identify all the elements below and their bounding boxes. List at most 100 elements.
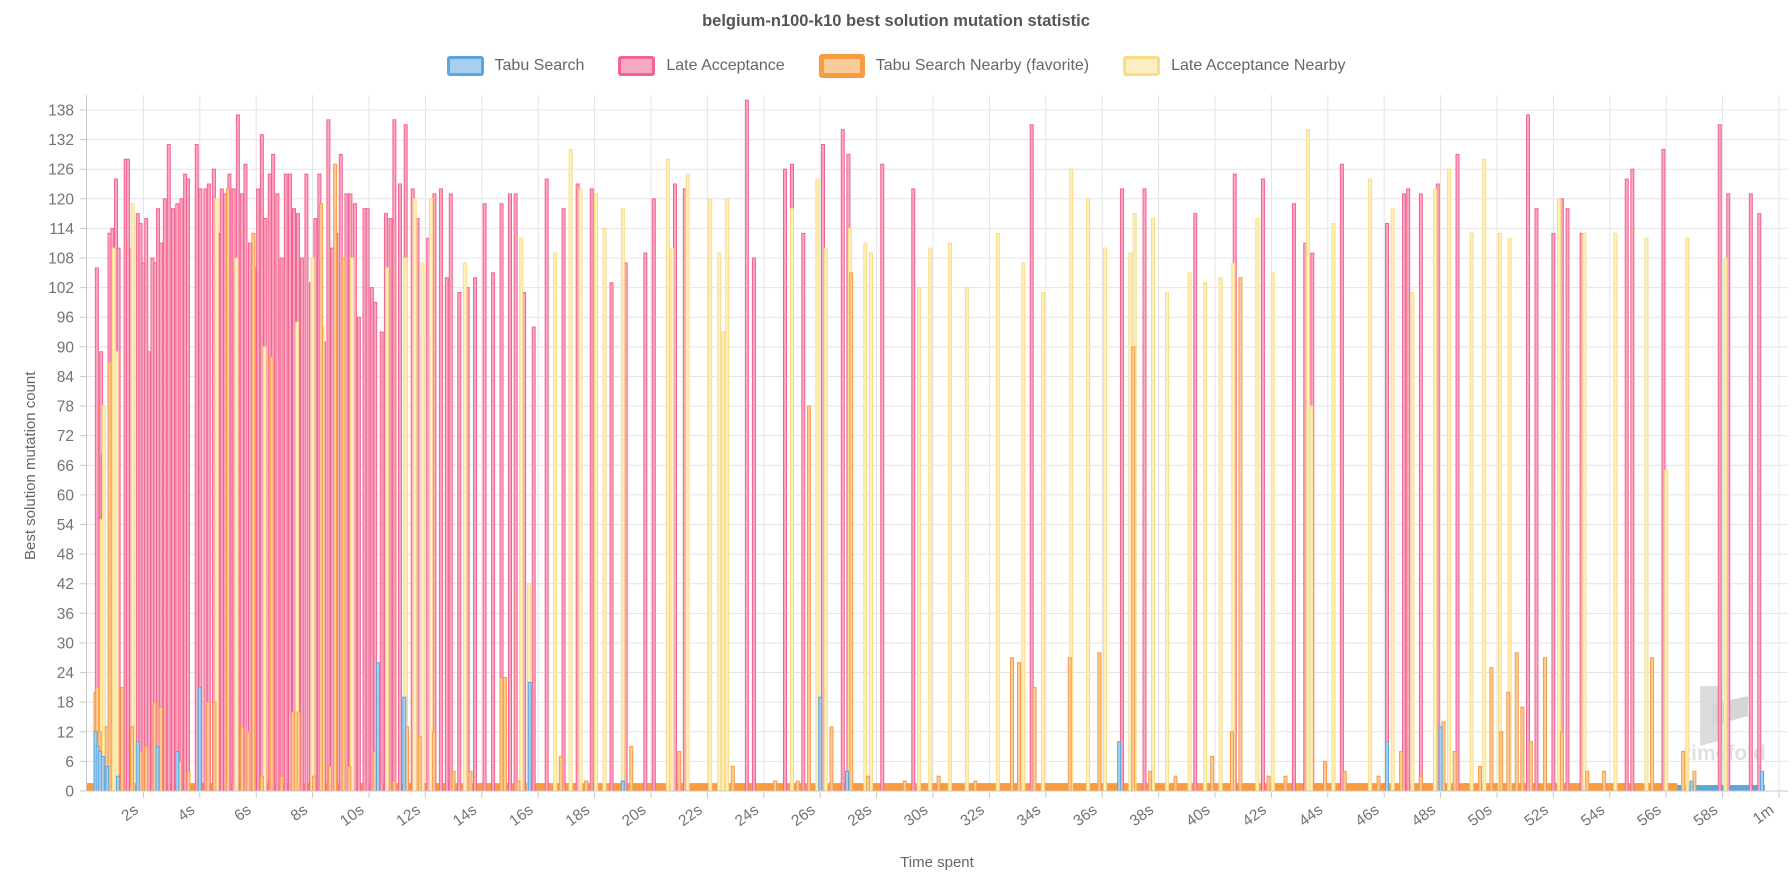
bar-tabu-search-nearby-favorite-27[interactable] [333, 163, 338, 792]
bar-tabu-search-nearby-favorite-68[interactable] [1322, 760, 1327, 792]
bar-tabu-search-nearby-favorite-83[interactable] [1559, 731, 1564, 792]
bar-late-acceptance-141[interactable] [1748, 193, 1753, 792]
bar-tabu-search-nearby-favorite-57[interactable] [1067, 657, 1072, 792]
bar-late-acceptance-nearby-3[interactable] [114, 351, 119, 792]
bar-late-acceptance-nearby-74[interactable] [1644, 237, 1649, 792]
bar-late-acceptance-nearby-72[interactable] [1582, 232, 1587, 792]
bar-late-acceptance-nearby-17[interactable] [462, 262, 467, 792]
bar-late-acceptance-nearby-7[interactable] [262, 346, 267, 792]
bar-tabu-search-nearby-favorite-77[interactable] [1499, 731, 1504, 792]
bar-tabu-search-15[interactable] [844, 770, 849, 792]
bar-tabu-search-nearby-favorite-35[interactable] [451, 770, 456, 792]
bar-late-acceptance-nearby-31[interactable] [720, 331, 725, 792]
bar-late-acceptance-106[interactable] [782, 168, 787, 792]
bar-late-acceptance-8[interactable] [125, 158, 130, 792]
bar-tabu-search-nearby-favorite-64[interactable] [1229, 731, 1234, 792]
bar-tabu-search-4[interactable] [105, 765, 110, 792]
bar-tabu-search-nearby-favorite-81[interactable] [1528, 741, 1533, 792]
bar-tabu-search-nearby-favorite-23[interactable] [296, 711, 301, 792]
bar-late-acceptance-123[interactable] [1339, 163, 1344, 792]
bar-late-acceptance-136[interactable] [1624, 178, 1629, 792]
bar-late-acceptance-nearby-47[interactable] [1086, 198, 1091, 792]
bar-late-acceptance-nearby-62[interactable] [1368, 178, 1373, 792]
legend-item-tabu-search-nearby-favorite[interactable]: Tabu Search Nearby (favorite) [818, 54, 1089, 78]
bar-late-acceptance-nearby-73[interactable] [1613, 232, 1618, 792]
bar-tabu-search-nearby-favorite-63[interactable] [1210, 755, 1215, 792]
bar-tabu-search-nearby-favorite-13[interactable] [206, 701, 211, 792]
bar-tabu-search-nearby-favorite-36[interactable] [468, 770, 473, 792]
bar-late-acceptance-48[interactable] [283, 173, 288, 792]
bar-late-acceptance-nearby-35[interactable] [823, 247, 828, 792]
bar-late-acceptance-38[interactable] [243, 163, 248, 792]
bar-late-acceptance-nearby-54[interactable] [1203, 282, 1208, 792]
bar-tabu-search-nearby-favorite-74[interactable] [1452, 751, 1457, 792]
bar-tabu-search-nearby-favorite-50[interactable] [866, 775, 871, 792]
bar-late-acceptance-nearby-53[interactable] [1187, 272, 1192, 792]
bar-late-acceptance-130[interactable] [1526, 114, 1531, 792]
bar-late-acceptance-nearby-6[interactable] [234, 257, 239, 792]
bar-tabu-search-nearby-favorite-60[interactable] [1131, 346, 1136, 792]
bar-late-acceptance-84[interactable] [457, 292, 462, 792]
bar-late-acceptance-32[interactable] [219, 188, 224, 792]
bar-late-acceptance-nearby-32[interactable] [725, 198, 730, 792]
bar-late-acceptance-nearby-45[interactable] [1040, 292, 1045, 792]
bar-late-acceptance-137[interactable] [1630, 168, 1635, 792]
bar-late-acceptance-nearby-37[interactable] [863, 242, 868, 792]
bar-tabu-search-nearby-favorite-44[interactable] [730, 765, 735, 792]
bar-late-acceptance-90[interactable] [508, 193, 512, 792]
bar-late-acceptance-116[interactable] [1142, 188, 1147, 792]
bar-late-acceptance-82[interactable] [444, 277, 449, 792]
bar-tabu-search-nearby-favorite-19[interactable] [259, 775, 264, 792]
bar-tabu-search-nearby-favorite-72[interactable] [1418, 775, 1423, 792]
bar-tabu-search-nearby-favorite-17[interactable] [246, 731, 251, 792]
bar-late-acceptance-21[interactable] [171, 208, 176, 792]
bar-late-acceptance-120[interactable] [1291, 203, 1296, 792]
bar-tabu-search-nearby-favorite-22[interactable] [290, 711, 295, 792]
bar-late-acceptance-105[interactable] [751, 257, 756, 792]
bar-late-acceptance-95[interactable] [561, 208, 566, 792]
bar-late-acceptance-23[interactable] [179, 198, 184, 792]
bar-late-acceptance-nearby-38[interactable] [868, 252, 873, 792]
bar-late-acceptance-19[interactable] [162, 198, 167, 792]
bar-late-acceptance-nearby-20[interactable] [553, 252, 558, 792]
bar-tabu-search-nearby-favorite-71[interactable] [1399, 751, 1404, 792]
bar-late-acceptance-127[interactable] [1418, 193, 1423, 792]
bar-late-acceptance-39[interactable] [247, 242, 252, 792]
bar-late-acceptance-nearby-12[interactable] [385, 267, 390, 792]
bar-late-acceptance-nearby-42[interactable] [964, 287, 969, 792]
bar-late-acceptance-70[interactable] [379, 331, 384, 792]
bar-tabu-search-nearby-favorite-49[interactable] [849, 272, 854, 792]
bar-late-acceptance-nearby-40[interactable] [928, 247, 933, 792]
bar-late-acceptance-67[interactable] [365, 208, 370, 792]
bar-tabu-search-nearby-favorite-65[interactable] [1238, 277, 1243, 792]
bar-late-acceptance-nearby-67[interactable] [1469, 232, 1474, 792]
bar-late-acceptance-68[interactable] [369, 287, 374, 792]
bar-tabu-search-nearby-favorite-28[interactable] [341, 257, 346, 792]
bar-late-acceptance-nearby-48[interactable] [1103, 247, 1108, 792]
bar-tabu-search-nearby-favorite-62[interactable] [1173, 775, 1178, 792]
bar-late-acceptance-119[interactable] [1260, 178, 1265, 792]
bar-tabu-search-9[interactable] [197, 686, 202, 792]
bar-late-acceptance-nearby-41[interactable] [947, 242, 952, 792]
bar-late-acceptance-37[interactable] [240, 193, 245, 792]
bar-tabu-search-nearby-favorite-41[interactable] [584, 780, 589, 792]
bar-late-acceptance-125[interactable] [1401, 193, 1406, 792]
bar-tabu-search-nearby-favorite-48[interactable] [829, 726, 834, 792]
bar-late-acceptance-88[interactable] [491, 272, 496, 792]
bar-late-acceptance-nearby-56[interactable] [1231, 262, 1236, 792]
bar-late-acceptance-91[interactable] [513, 193, 518, 792]
bar-late-acceptance-134[interactable] [1565, 208, 1570, 792]
bar-late-acceptance-nearby-75[interactable] [1664, 469, 1669, 792]
bar-late-acceptance-nearby-29[interactable] [708, 198, 713, 792]
bar-late-acceptance-108[interactable] [801, 232, 806, 792]
bar-tabu-search-nearby-favorite-21[interactable] [279, 775, 284, 792]
bar-tabu-search-20[interactable] [1760, 770, 1765, 792]
bar-late-acceptance-nearby-68[interactable] [1482, 158, 1487, 792]
bar-late-acceptance-87[interactable] [482, 203, 487, 792]
bar-tabu-search-6[interactable] [135, 741, 140, 792]
bar-late-acceptance-131[interactable] [1534, 208, 1539, 792]
bar-tabu-search-16[interactable] [1117, 741, 1122, 792]
bar-late-acceptance-nearby-26[interactable] [665, 158, 670, 792]
bar-tabu-search-18[interactable] [1438, 726, 1443, 792]
